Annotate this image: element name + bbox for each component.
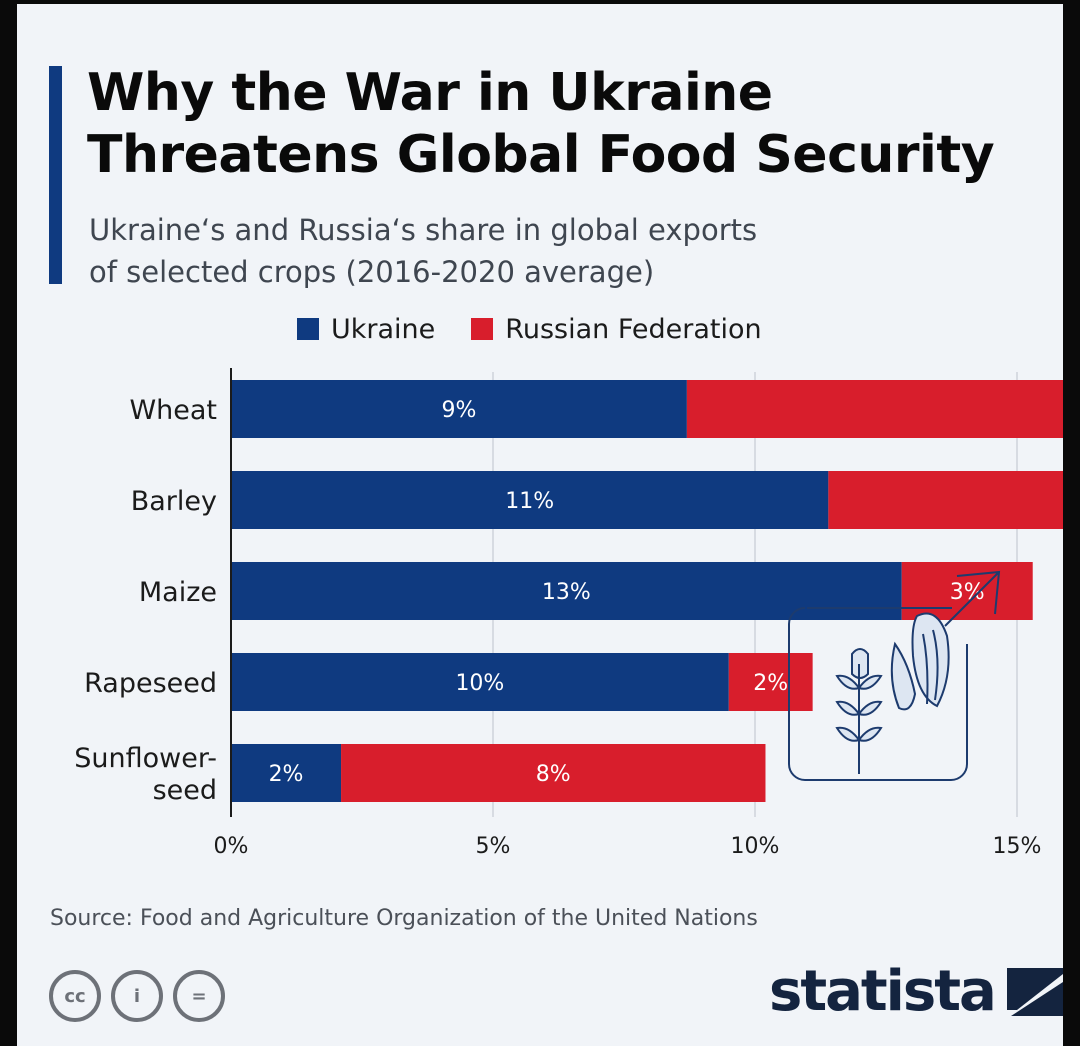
legend-label-russia: Russian Federation [505, 313, 762, 345]
chart-subtitle-line-1: Ukraine‘s and Russia‘s share in global e… [89, 213, 758, 247]
category-label: Wheat [129, 395, 217, 426]
brand-wordmark: statista [769, 959, 997, 1024]
source-note: Source: Food and Agriculture Organizatio… [50, 906, 758, 931]
bar-segment [231, 380, 687, 438]
category-label: Sunflower-seed [74, 743, 217, 806]
legend-swatch-russia [471, 318, 494, 340]
bar-segment [686, 380, 1063, 438]
chart-subtitle: Ukraine‘s and Russia‘s share in global e… [89, 209, 989, 293]
statista-logo[interactable]: statista [769, 959, 1063, 1024]
legend-item-ukraine: Ukraine [297, 314, 435, 345]
data-label: 8% [536, 762, 571, 787]
wheat-and-corn-icon [788, 570, 1001, 781]
bar-segment [341, 744, 766, 802]
bar-segment [828, 471, 1063, 529]
bar-segment [231, 744, 342, 802]
infographic-card: Why the War in Ukraine Threatens Global … [17, 4, 1063, 1046]
data-label: 9% [441, 398, 476, 423]
attribution-icon[interactable]: i [111, 970, 163, 1022]
statista-mark-icon [1006, 967, 1063, 1016]
bar-segment [231, 653, 729, 711]
creative-commons-icon[interactable]: cc [49, 970, 101, 1022]
data-label: 10% [455, 671, 504, 696]
no-derivatives-icon[interactable]: = [173, 970, 225, 1022]
category-label: Barley [131, 486, 217, 517]
category-label: Maize [139, 577, 217, 608]
bar-segment [231, 471, 829, 529]
bar-segment [728, 653, 813, 711]
legend-swatch-ukraine [297, 318, 319, 340]
x-tick-label: 10% [731, 834, 780, 859]
legend-item-russia: Russian Federation [471, 313, 762, 345]
data-label: 2% [269, 762, 304, 787]
bar-segment [901, 562, 1033, 620]
category-label: Rapeseed [84, 668, 217, 699]
bar-chart: 0%5%10%15%20%25%9%18%Wheat11%12%Barley13… [74, 368, 1063, 859]
x-tick-label: 15% [993, 834, 1042, 859]
chart-subtitle-line-2: of selected crops (2016-2020 average) [89, 255, 655, 289]
bar-segment [231, 562, 902, 620]
chart-legend: Ukraine Russian Federation [297, 309, 798, 349]
legend-label-ukraine: Ukraine [331, 313, 436, 345]
x-tick-label: 5% [476, 834, 511, 859]
chart-title-line-1: Why the War in Ukraine [87, 63, 773, 123]
title-accent-bar [49, 66, 62, 284]
license-icons: cc i = [49, 970, 235, 1022]
chart-title: Why the War in Ukraine Threatens Global … [87, 62, 1057, 186]
x-tick-label: 0% [214, 834, 249, 859]
data-label: 11% [505, 489, 554, 514]
data-label: 13% [542, 580, 591, 605]
chart-title-line-2: Threatens Global Food Security [87, 125, 995, 185]
data-label: 2% [753, 671, 788, 696]
